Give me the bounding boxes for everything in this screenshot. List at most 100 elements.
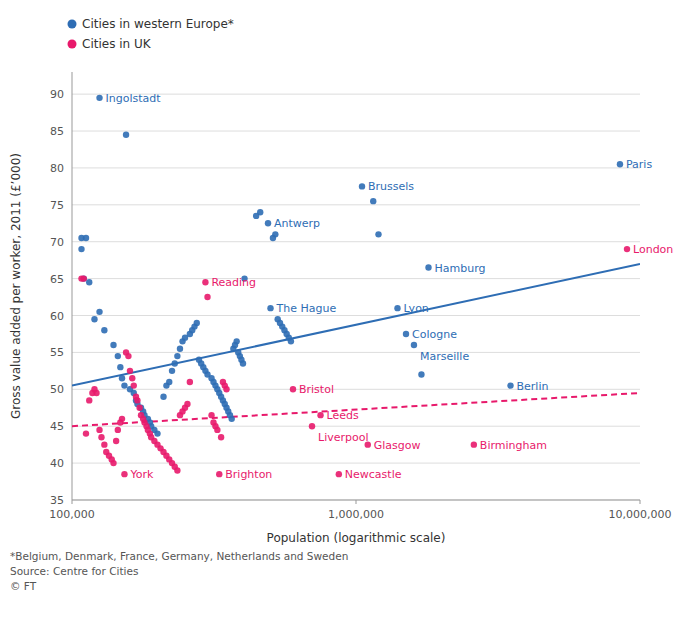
y-tick-label: 55 [50, 346, 64, 359]
series-points [78, 246, 630, 477]
point [194, 320, 200, 326]
point [86, 279, 92, 285]
point-label: Birmingham [480, 439, 547, 452]
footnote-line: © FT [10, 580, 37, 592]
point [134, 397, 140, 403]
point [214, 427, 220, 433]
point [123, 132, 129, 138]
point [131, 382, 137, 388]
point [253, 213, 259, 219]
point [115, 427, 121, 433]
x-tick-label: 100,000 [49, 508, 95, 521]
point-label: Newcastle [345, 468, 402, 481]
point [121, 382, 127, 388]
y-axis-line [72, 72, 73, 500]
point [411, 342, 417, 348]
x-tick-label: 10,000,000 [609, 508, 672, 521]
y-tick-label: 50 [50, 383, 64, 396]
point [624, 246, 630, 252]
point [184, 401, 190, 407]
grid-line [72, 241, 640, 242]
point [617, 161, 623, 167]
point-label: Paris [626, 158, 652, 171]
point-label: Marseille [420, 350, 469, 363]
y-tick-label: 40 [50, 457, 64, 470]
point [110, 460, 116, 466]
point [418, 371, 424, 377]
x-tick [640, 500, 641, 504]
point [272, 231, 278, 237]
point [336, 471, 342, 477]
point [240, 360, 246, 366]
point [187, 379, 193, 385]
footnote-line: *Belgium, Denmark, France, Germany, Neth… [10, 550, 348, 562]
grid-line [72, 352, 640, 353]
footnote: *Belgium, Denmark, France, Germany, Neth… [10, 550, 348, 592]
point [208, 412, 214, 418]
grid-line [72, 131, 640, 132]
grid-line [72, 167, 640, 168]
point [125, 353, 131, 359]
point [83, 235, 89, 241]
point-label: Brussels [368, 180, 414, 193]
x-axis-title: Population (logarithmic scale) [267, 531, 446, 545]
point [101, 327, 107, 333]
point [115, 353, 121, 359]
trend-line [72, 264, 640, 386]
y-tick-label: 65 [50, 273, 64, 286]
legend-label: Cities in western Europe* [82, 17, 234, 31]
point [375, 231, 381, 237]
point [223, 386, 229, 392]
point [403, 331, 409, 337]
point-label: The Hague [276, 302, 337, 315]
point [117, 364, 123, 370]
legend-marker [68, 40, 77, 49]
point [93, 390, 99, 396]
point [359, 183, 365, 189]
y-tick-label: 80 [50, 162, 64, 175]
point [101, 441, 107, 447]
point [86, 397, 92, 403]
x-tick [72, 500, 73, 504]
y-axis-title: Gross value added per worker, 2011 (£’00… [9, 153, 23, 419]
x-tick [356, 500, 357, 504]
grid-line [72, 463, 640, 464]
point [121, 471, 127, 477]
legend: Cities in western Europe*Cities in UK [68, 17, 234, 51]
point-label: Glasgow [374, 439, 421, 452]
point [96, 427, 102, 433]
point [119, 416, 125, 422]
point [309, 423, 315, 429]
point-labels: IngolstadtThe HagueAntwerpBrusselsLyonCo… [106, 92, 674, 481]
point [91, 316, 97, 322]
point [233, 338, 239, 344]
point [471, 441, 477, 447]
point [228, 416, 234, 422]
y-tick-label: 60 [50, 310, 64, 323]
point [288, 338, 294, 344]
point [129, 375, 135, 381]
y-tick-label: 35 [50, 494, 64, 507]
point [154, 430, 160, 436]
point-label: Liverpool [318, 431, 368, 444]
point-label: Antwerp [274, 217, 320, 230]
marks [72, 95, 640, 478]
x-tick-label: 1,000,000 [328, 508, 384, 521]
point [394, 305, 400, 311]
grid-line [72, 389, 640, 390]
point [216, 471, 222, 477]
grid-line [72, 315, 640, 316]
grid [72, 94, 640, 500]
point [96, 309, 102, 315]
point [81, 275, 87, 281]
point [204, 294, 210, 300]
point [290, 386, 296, 392]
point [265, 220, 271, 226]
point [119, 375, 125, 381]
grid-line [72, 278, 640, 279]
point-label: Bristol [299, 383, 334, 396]
point [267, 305, 273, 311]
y-tick-label: 70 [50, 236, 64, 249]
point [83, 430, 89, 436]
point [172, 360, 178, 366]
